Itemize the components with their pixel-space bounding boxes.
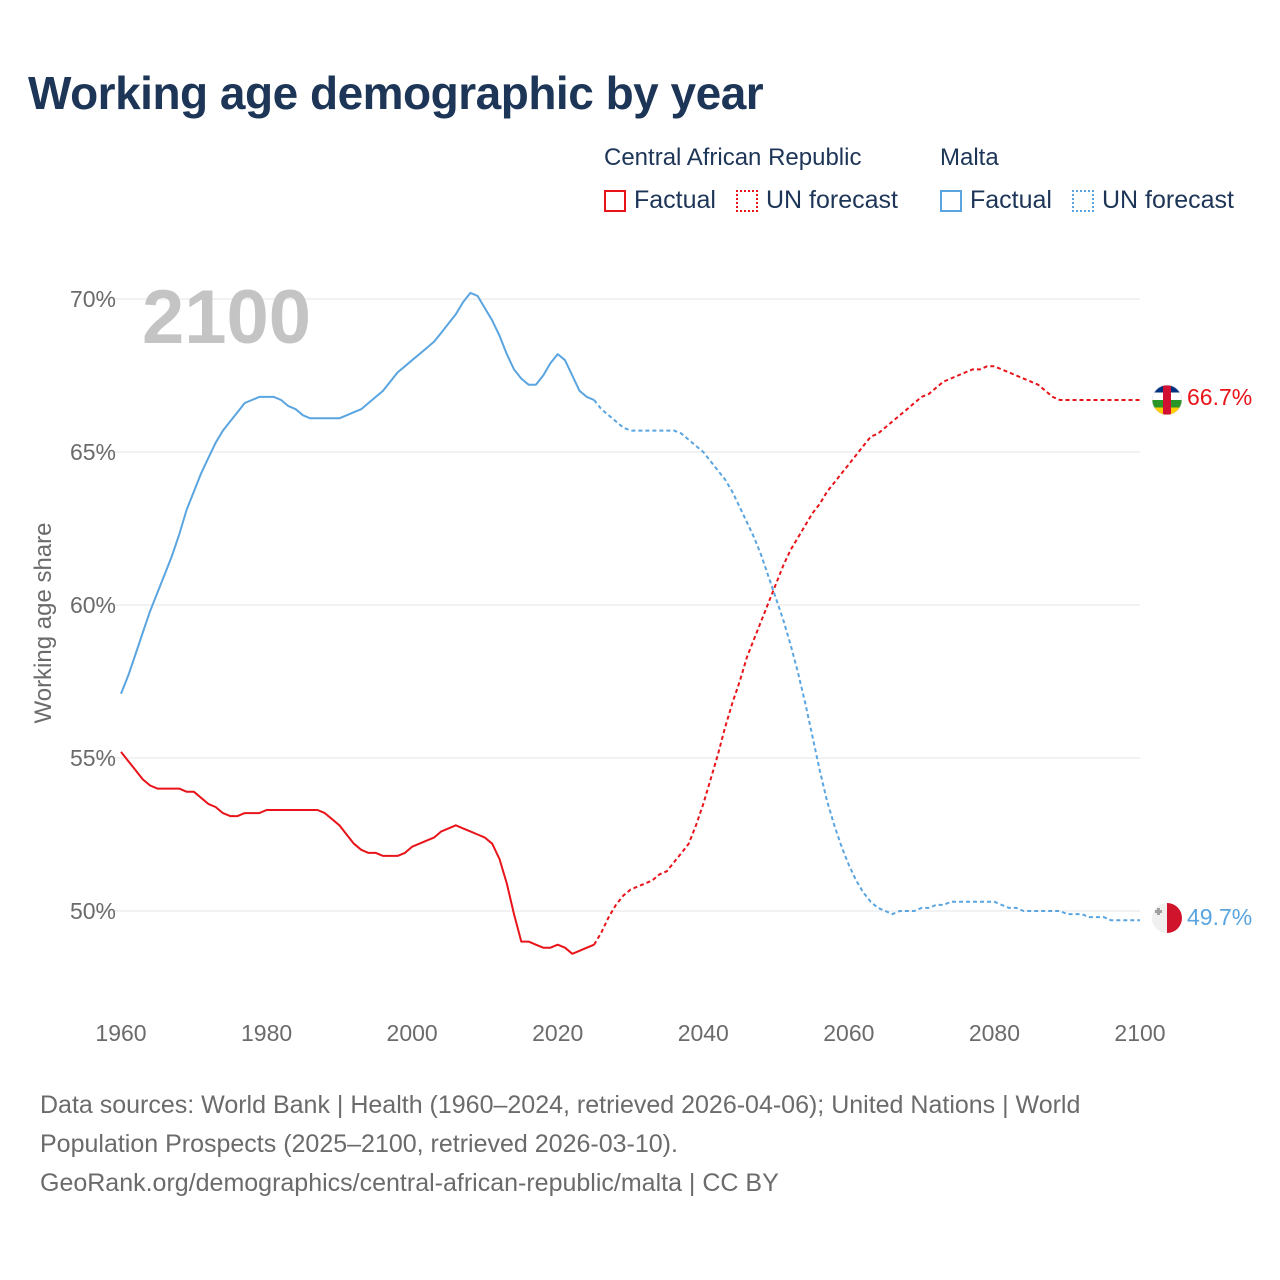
flag-malta-icon xyxy=(1152,903,1182,933)
legend-label: Factual xyxy=(634,186,716,214)
footer-line: Population Prospects (2025–2100, retriev… xyxy=(40,1130,678,1158)
legend-group-name: Malta xyxy=(940,144,999,171)
x-tick-label: 2080 xyxy=(969,1020,1020,1046)
y-tick-label: 55% xyxy=(70,745,116,771)
x-tick-label: 1960 xyxy=(95,1020,146,1046)
x-tick-label: 2000 xyxy=(387,1020,438,1046)
line-chart: 50% 55% 60% 65% 70% 1960 1980 2000 2020 2040 2060… xyxy=(30,275,1252,1046)
footer-sources: Data sources: World Bank | Health (1960–… xyxy=(40,1086,1220,1203)
series-line-central-african-republic-forecast xyxy=(593,365,1140,946)
x-tick-label: 2020 xyxy=(532,1020,583,1046)
legend-swatch-dotted xyxy=(1071,189,1094,212)
y-axis-label: Working age share xyxy=(30,523,57,724)
series-lines xyxy=(120,291,1140,955)
y-tick-label: 70% xyxy=(70,286,116,312)
legend-item-car-forecast[interactable]: UN forecast xyxy=(735,186,898,215)
flag-central-african-republic-icon xyxy=(1152,385,1182,415)
end-label-malta: 49.7% xyxy=(1187,904,1252,930)
series-line-malta-factual xyxy=(120,291,595,695)
gridlines xyxy=(94,298,1140,912)
footer-line: GeoRank.org/demographics/central-african… xyxy=(40,1169,779,1197)
y-tick-label: 60% xyxy=(70,592,116,618)
y-tick-label: 65% xyxy=(70,439,116,465)
legend-swatch-solid xyxy=(940,189,962,212)
year-watermark: 2100 xyxy=(142,275,311,360)
chart-title: Working age demographic by year xyxy=(28,67,764,119)
legend-swatch-solid xyxy=(604,189,626,212)
y-axis-ticks: 50% 55% 60% 65% 70% xyxy=(70,286,116,924)
legend-item-car-factual[interactable]: Factual xyxy=(604,186,716,215)
x-tick-label: 1980 xyxy=(241,1020,292,1046)
legend-item-malta-factual[interactable]: Factual xyxy=(940,186,1052,215)
legend-label: UN forecast xyxy=(765,186,898,214)
end-label-car: 66.7% xyxy=(1187,384,1252,410)
y-tick-label: 50% xyxy=(70,898,116,924)
legend-swatch-dotted xyxy=(735,189,758,212)
x-tick-label: 2100 xyxy=(1114,1020,1165,1046)
x-tick-label: 2040 xyxy=(678,1020,729,1046)
x-tick-label: 2060 xyxy=(823,1020,874,1046)
footer-line: Data sources: World Bank | Health (1960–… xyxy=(40,1091,1081,1119)
legend-group-car: Central African Republic Factual UN fore… xyxy=(604,144,918,215)
legend-group-malta: Malta Factual UN forecast xyxy=(940,144,1234,215)
legend-group-name: Central African Republic xyxy=(604,144,862,171)
series-line-central-african-republic-factual xyxy=(120,751,595,955)
legend-label: Factual xyxy=(970,186,1052,214)
legend-label: UN forecast xyxy=(1101,186,1234,214)
x-axis-ticks: 1960 1980 2000 2020 2040 2060 2080 2100 xyxy=(95,1020,1165,1046)
series-line-malta-forecast xyxy=(593,399,1140,922)
legend-item-malta-forecast[interactable]: UN forecast xyxy=(1071,186,1234,215)
